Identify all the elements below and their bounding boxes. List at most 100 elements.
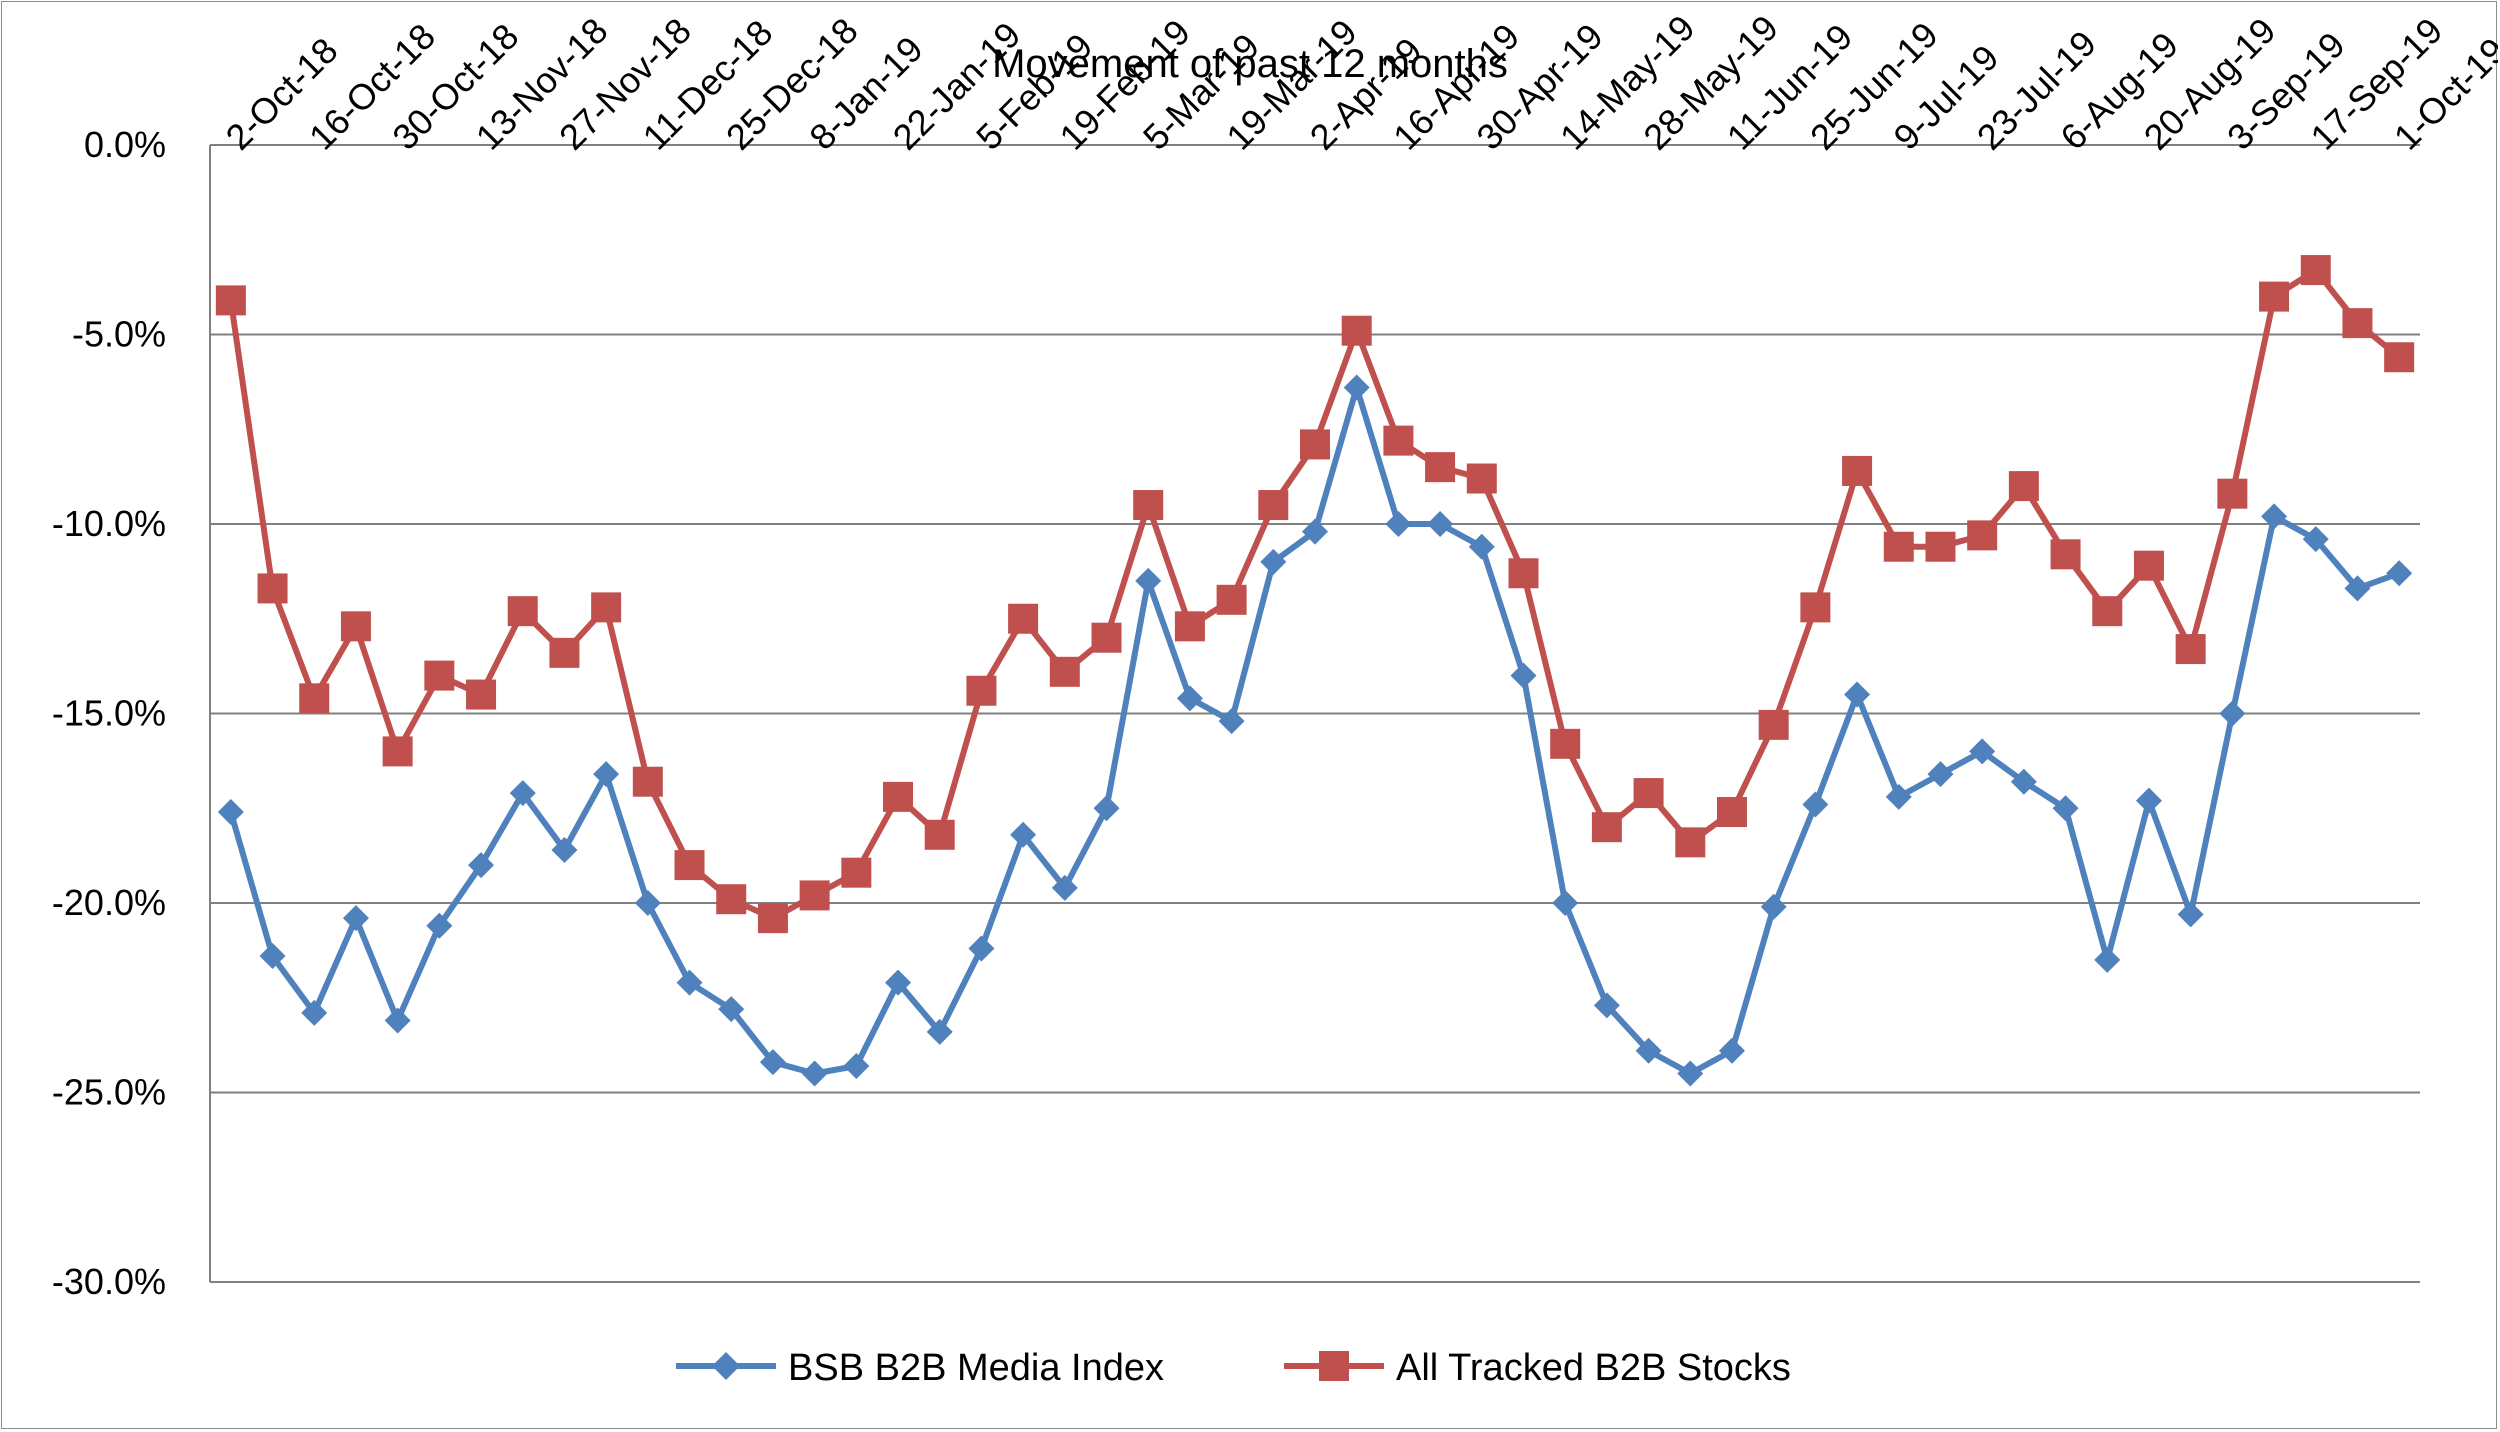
data-point-all: [2342, 308, 2373, 339]
data-point-bsb: [1718, 1037, 1745, 1064]
data-point-all: [466, 679, 497, 710]
legend-marker-square: [1319, 1351, 1349, 1381]
data-point-bsb: [217, 799, 244, 826]
data-point-bsb: [384, 1007, 411, 1034]
data-point-all: [966, 675, 997, 706]
data-point-bsb: [1802, 791, 1829, 818]
data-point-all: [2384, 342, 2415, 373]
data-point-all: [257, 573, 288, 604]
data-point-bsb: [885, 969, 912, 996]
data-point-all: [1425, 452, 1456, 483]
data-point-all: [799, 880, 830, 911]
series-lines: [215, 255, 2415, 1087]
y-tick-label: -10.0%: [52, 503, 166, 544]
data-point-all: [674, 850, 705, 881]
data-point-all: [1258, 490, 1289, 521]
data-point-bsb: [1343, 374, 1370, 401]
data-point-all: [340, 611, 371, 642]
data-point-bsb: [1468, 533, 1495, 560]
data-point-bsb: [2261, 503, 2288, 530]
data-point-all: [1925, 531, 1956, 562]
data-point-all: [2092, 596, 2123, 627]
data-point-bsb: [634, 890, 661, 916]
data-point-bsb: [801, 1060, 828, 1087]
data-point-bsb: [509, 780, 536, 807]
data-point-all: [2008, 471, 2039, 502]
data-point-bsb: [1385, 511, 1412, 537]
data-point-bsb: [1135, 567, 1162, 594]
data-point-all: [2133, 550, 2164, 581]
data-point-bsb: [2344, 575, 2371, 602]
data-point-bsb: [2302, 526, 2329, 553]
data-point-bsb: [843, 1052, 870, 1079]
data-point-all: [2175, 634, 2206, 665]
data-point-all: [1508, 558, 1539, 589]
data-point-all: [883, 781, 914, 812]
y-tick-label: 0.0%: [84, 124, 166, 165]
axes: [209, 145, 2420, 1283]
data-point-all: [1133, 490, 1164, 521]
data-point-bsb: [1927, 761, 1954, 788]
data-point-all: [1758, 709, 1789, 740]
series-line-all: [227, 267, 2402, 922]
data-point-all: [1675, 827, 1706, 858]
data-point-bsb: [2010, 768, 2037, 795]
series-line-bsb: [227, 384, 2401, 1077]
data-point-bsb: [1885, 783, 1912, 810]
data-point-bsb: [2219, 700, 2246, 727]
data-point-all: [1591, 812, 1622, 843]
y-tick-label: -25.0%: [52, 1072, 166, 1113]
data-point-all: [1383, 425, 1414, 456]
data-point-bsb: [1677, 1060, 1704, 1087]
data-point-all: [1008, 603, 1039, 634]
data-point-bsb: [1302, 518, 1328, 545]
data-point-bsb: [1051, 874, 1078, 901]
data-point-all: [1716, 797, 1747, 828]
data-point-bsb: [2052, 795, 2079, 822]
data-point-all: [841, 857, 872, 888]
data-point-bsb: [468, 852, 495, 879]
data-point-bsb: [2177, 901, 2204, 928]
data-point-all: [424, 660, 455, 691]
data-point-bsb: [2094, 946, 2121, 973]
data-point-all: [924, 819, 955, 850]
data-point-all: [1300, 429, 1330, 460]
data-point-bsb: [1969, 738, 1996, 765]
data-point-bsb: [551, 836, 578, 863]
data-point-all: [1842, 455, 1873, 486]
data-point-all: [632, 766, 663, 797]
data-point-bsb: [1010, 821, 1037, 848]
legend-label-all: All Tracked B2B Stocks: [1396, 1347, 1791, 1389]
data-point-bsb: [968, 935, 995, 962]
data-point-all: [1341, 315, 1372, 346]
gridlines: [210, 144, 2420, 1094]
legend-marker-diamond: [712, 1352, 740, 1380]
data-point-all: [1800, 592, 1831, 623]
data-point-all: [1466, 463, 1497, 494]
data-point-bsb: [2386, 560, 2413, 587]
data-point-bsb: [1218, 708, 1245, 735]
data-point-all: [716, 884, 747, 915]
data-point-all: [1883, 531, 1914, 562]
data-point-bsb: [426, 912, 453, 939]
data-point-all: [2300, 255, 2331, 286]
data-point-bsb: [926, 1018, 953, 1045]
data-point-bsb: [1593, 992, 1620, 1019]
data-point-bsb: [676, 969, 703, 996]
data-point-all: [2050, 539, 2081, 570]
y-tick-label: -15.0%: [52, 693, 166, 734]
y-axis-tick-labels: 0.0% -5.0% -10.0% -15.0% -20.0% -25.0% -30.0%: [52, 124, 166, 1302]
data-point-bsb: [718, 996, 745, 1023]
legend: BSB B2B Media Index All Tracked B2B Stoc…: [676, 1347, 1791, 1389]
data-point-all: [382, 736, 413, 767]
data-point-bsb: [2135, 787, 2162, 814]
data-point-all: [1174, 611, 1205, 642]
data-point-bsb: [1427, 511, 1454, 537]
data-point-bsb: [342, 905, 369, 932]
data-point-bsb: [593, 761, 620, 788]
legend-label-bsb: BSB B2B Media Index: [788, 1347, 1164, 1389]
data-point-all: [1216, 584, 1247, 615]
data-point-all: [1967, 520, 1998, 551]
